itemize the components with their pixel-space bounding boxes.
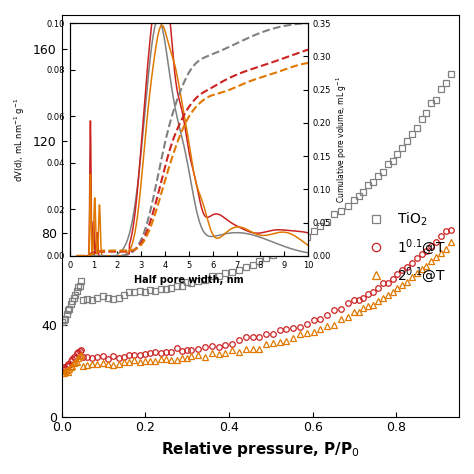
X-axis label: Relative pressure, P/P$_0$: Relative pressure, P/P$_0$ bbox=[161, 440, 360, 459]
Y-axis label: Cumulative pore volume, mL g$^{-1}$: Cumulative pore volume, mL g$^{-1}$ bbox=[334, 76, 348, 203]
Legend: TiO$_2$, 1$^{0.1}$@T, 2$^{0.1}$@T: TiO$_2$, 1$^{0.1}$@T, 2$^{0.1}$@T bbox=[357, 205, 452, 291]
